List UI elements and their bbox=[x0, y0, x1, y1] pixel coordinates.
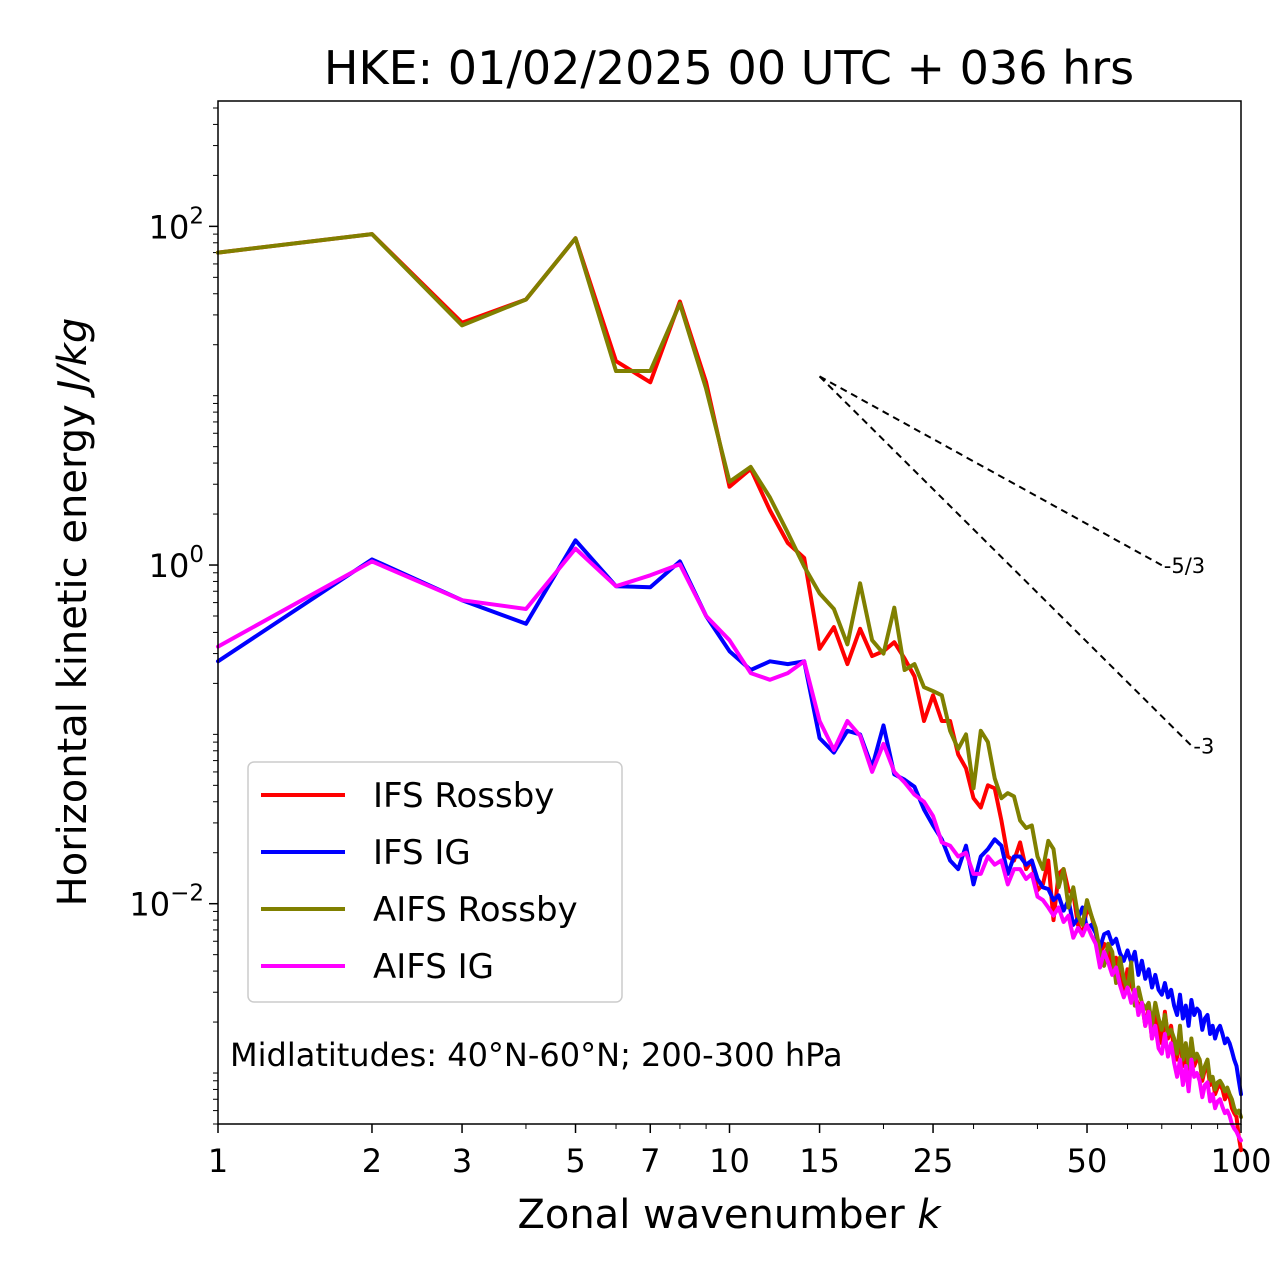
legend-label: AIFS IG bbox=[373, 947, 494, 987]
x-tick-label: 3 bbox=[452, 1142, 472, 1180]
legend-label: AIFS Rossby bbox=[373, 890, 578, 930]
y-tick-label: 102 bbox=[149, 203, 204, 246]
legend-box bbox=[247, 761, 623, 1003]
chart-title: HKE: 01/02/2025 00 UTC + 036 hrs bbox=[324, 41, 1134, 95]
x-tick-label: 7 bbox=[640, 1142, 660, 1180]
reference-slope-label: -3 bbox=[1193, 735, 1214, 759]
y-tick-label: 100 bbox=[149, 542, 204, 585]
series-lines bbox=[216, 232, 1243, 1153]
x-tick-label: 50 bbox=[1067, 1142, 1108, 1180]
plot-frame bbox=[217, 100, 1242, 1125]
legend-label: IFS IG bbox=[373, 833, 471, 873]
x-tick-label: 5 bbox=[565, 1142, 585, 1180]
series-line-aifs-ig bbox=[216, 546, 1243, 1143]
reference-slope-label: -5/3 bbox=[1164, 554, 1205, 578]
x-tick-label: 15 bbox=[799, 1142, 840, 1180]
x-tick-label: 25 bbox=[913, 1142, 954, 1180]
legend-label: IFS Rossby bbox=[373, 776, 554, 816]
reference-slope-line bbox=[819, 375, 1163, 567]
x-tick-label: 10 bbox=[709, 1142, 750, 1180]
y-tick-label: 10−2 bbox=[129, 881, 204, 924]
legend: IFS Rossby IFS IG AIFS Rossby AIFS IG bbox=[247, 761, 623, 1003]
series-line-aifs-rossby bbox=[216, 232, 1243, 1119]
y-axis-label: Horizontal kinetic energy J/kg bbox=[50, 318, 96, 907]
x-tick-label: 2 bbox=[362, 1142, 382, 1180]
chart-annotation: Midlatitudes: 40°N-60°N; 200-300 hPa bbox=[230, 1036, 843, 1074]
reference-slope-line bbox=[818, 375, 1193, 747]
x-tick-label: 1 bbox=[208, 1142, 228, 1180]
x-axis-label: Zonal wavenumber k bbox=[517, 1192, 942, 1238]
reference-slopes: -5/3 -3 bbox=[818, 375, 1214, 759]
